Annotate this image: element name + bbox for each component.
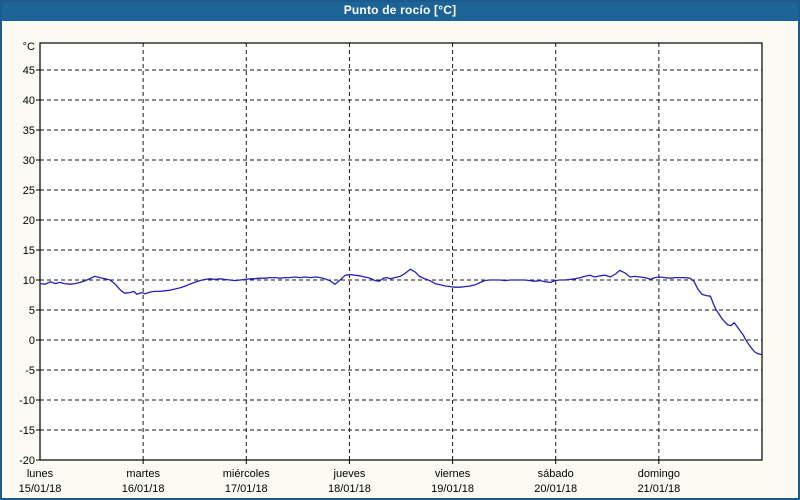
- y-tick-label: 20: [23, 215, 35, 227]
- dew-point-series-line: [39, 268, 762, 356]
- y-tick-label: 35: [23, 125, 35, 137]
- x-date-label: 20/01/18: [534, 483, 577, 495]
- x-date-label: 19/01/18: [431, 483, 474, 495]
- x-day-label: martes: [126, 468, 160, 480]
- y-tick-label: -15: [19, 425, 35, 437]
- y-tick-label: -10: [19, 395, 35, 407]
- plot-border: [39, 42, 763, 461]
- x-day-label: domingo: [638, 468, 680, 480]
- y-tick-label: 45: [23, 65, 35, 77]
- y-tick-label: 5: [29, 305, 35, 317]
- chart-title: Punto de rocío [°C]: [343, 3, 457, 17]
- x-date-label: 17/01/18: [225, 483, 268, 495]
- x-day-label: sábado: [538, 468, 574, 480]
- chart-title-bar: Punto de rocío [°C]: [0, 0, 800, 21]
- plot-area: [40, 43, 762, 460]
- y-tick-label: 15: [23, 245, 35, 257]
- y-tick-label: 10: [23, 275, 35, 287]
- y-tick-label: 40: [23, 95, 35, 107]
- y-tick-label: -20: [19, 455, 35, 467]
- x-day-label: viernes: [435, 468, 471, 480]
- x-date-label: 21/01/18: [637, 483, 680, 495]
- x-date-label: 18/01/18: [328, 483, 371, 495]
- y-tick-label: -5: [25, 365, 35, 377]
- y-tick-label: 30: [23, 155, 35, 167]
- x-date-label: 16/01/18: [122, 483, 165, 495]
- x-day-label: jueves: [333, 468, 366, 480]
- y-tick-label: 25: [23, 185, 35, 197]
- y-axis-unit-label: °C: [23, 41, 35, 53]
- x-day-label: lunes: [27, 468, 54, 480]
- x-day-label: miércoles: [223, 468, 271, 480]
- x-date-label: 15/01/18: [19, 483, 62, 495]
- y-tick-label: 0: [29, 335, 35, 347]
